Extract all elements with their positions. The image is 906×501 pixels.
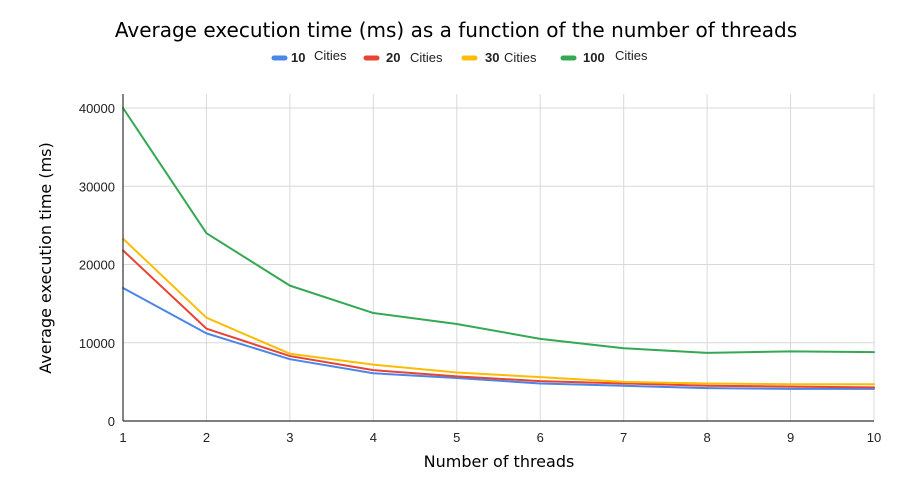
x-tick-label: 3 xyxy=(286,430,293,445)
x-tick-label: 6 xyxy=(537,430,544,445)
legend-item-30-cities[interactable]: 30 Cities xyxy=(461,50,537,65)
x-tick-label: 1 xyxy=(119,430,126,445)
gridlines xyxy=(123,94,875,421)
y-tick-label: 30000 xyxy=(79,179,115,194)
legend-number: 10 xyxy=(291,50,305,65)
legend-label: Cities xyxy=(314,48,347,63)
legend-number: 30 xyxy=(485,50,499,65)
y-axis-title: Average execution time (ms) xyxy=(36,142,55,373)
chart-title: Average execution time (ms) as a functio… xyxy=(115,18,797,42)
y-tick-labels: 0 10000 20000 30000 40000 xyxy=(79,101,115,429)
x-axis-title: Number of threads xyxy=(424,452,575,471)
x-tick-label: 4 xyxy=(370,430,377,445)
x-tick-label: 5 xyxy=(453,430,460,445)
legend-number: 100 xyxy=(583,50,605,65)
legend-label: Cities xyxy=(410,50,443,65)
series-line-100-cities xyxy=(122,107,875,354)
series-line-20-cities xyxy=(122,249,875,389)
x-tick-label: 10 xyxy=(867,430,881,445)
legend-item-100-cities[interactable]: 100 Cities xyxy=(560,48,648,65)
y-tick-label: 0 xyxy=(108,414,115,429)
series-line-30-cities xyxy=(122,237,875,386)
x-tick-label: 8 xyxy=(703,430,710,445)
x-tick-label: 9 xyxy=(787,430,794,445)
series-line-10-cities xyxy=(122,286,875,390)
legend-label: Cities xyxy=(504,50,537,65)
legend-item-10-cities[interactable]: 10 Cities xyxy=(271,48,347,65)
x-tick-labels: 1 2 3 4 5 6 7 8 9 10 xyxy=(119,430,881,445)
x-tick-label: 7 xyxy=(620,430,627,445)
y-tick-label: 10000 xyxy=(79,336,115,351)
legend[interactable]: 10 Cities 20 Cities 30 Cities 100 Cities xyxy=(271,48,648,65)
series-lines xyxy=(122,107,875,390)
y-tick-label: 40000 xyxy=(79,101,115,116)
x-tick-label: 2 xyxy=(203,430,210,445)
legend-number: 20 xyxy=(386,50,400,65)
legend-label: Cities xyxy=(615,48,648,63)
legend-item-20-cities[interactable]: 20 Cities xyxy=(363,50,443,65)
y-tick-label: 20000 xyxy=(79,258,115,273)
